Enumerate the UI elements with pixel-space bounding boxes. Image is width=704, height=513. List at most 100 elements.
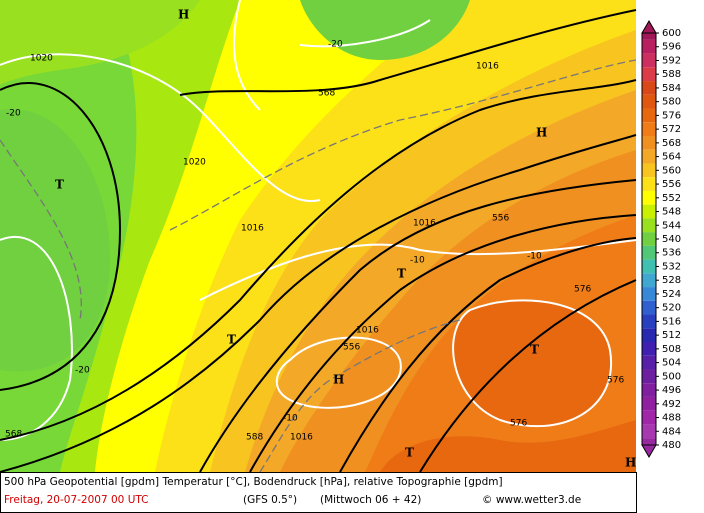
colorbar-swatch xyxy=(642,396,656,411)
colorbar-swatch xyxy=(642,342,656,356)
colorbar-label: 484 xyxy=(662,426,681,437)
temperature-label: -10 xyxy=(410,256,425,266)
topography-label: 556 xyxy=(492,214,509,224)
colorbar-swatch xyxy=(642,149,656,164)
topography-label: 556 xyxy=(343,343,360,353)
geopotential-label: 568 xyxy=(5,430,22,440)
colorbar-swatch xyxy=(642,122,656,136)
colorbar-label: 568 xyxy=(662,138,681,149)
isobar-label: 1016 xyxy=(356,326,379,336)
colorbar-label: 592 xyxy=(662,55,681,66)
low-label: T xyxy=(405,446,414,460)
high-label: H xyxy=(178,8,189,22)
colorbar-label: 508 xyxy=(662,344,681,355)
colorbar-swatch xyxy=(642,245,656,260)
isobar-label: 1016 xyxy=(413,219,436,229)
colorbar-label: 540 xyxy=(662,234,681,245)
colorbar-swatch xyxy=(642,369,656,384)
isobar-label: 1020 xyxy=(183,158,206,168)
high-label: H xyxy=(333,373,344,387)
low-label: T xyxy=(530,343,539,357)
footer-model: (GFS 0.5°) xyxy=(243,494,297,506)
colorbar-swatch xyxy=(642,94,656,109)
colorbar-label: 488 xyxy=(662,413,681,424)
colorbar-swatch xyxy=(642,424,656,439)
colorbar-label: 556 xyxy=(662,179,681,190)
topography-label: 576 xyxy=(574,285,591,295)
colorbar-swatch xyxy=(642,204,656,219)
colorbar-label: 500 xyxy=(662,371,681,382)
colorbar-swatch xyxy=(642,355,656,370)
colorbar-label: 516 xyxy=(662,316,681,327)
map-labels: H H H H T T T T T 1020 1020 1016 1016 10… xyxy=(5,8,636,470)
colorbar-swatch xyxy=(642,177,656,191)
colorbar-swatch xyxy=(642,39,656,54)
colorbar-label: 548 xyxy=(662,207,681,218)
temperature-label: -10 xyxy=(283,414,298,424)
topography-label: 576 xyxy=(607,376,624,386)
low-label: T xyxy=(227,333,236,347)
colorbar-swatch xyxy=(642,314,656,329)
colorbar-label: 552 xyxy=(662,193,681,204)
colorbar-swatch xyxy=(642,438,656,445)
colorbar-swatch xyxy=(642,53,656,68)
colorbar-label: 492 xyxy=(662,399,681,410)
topography-label: 588 xyxy=(246,433,263,443)
map xyxy=(0,0,637,473)
isobar-label: 1016 xyxy=(241,224,264,234)
high-label: H xyxy=(625,456,636,470)
colorbar-label: 600 xyxy=(662,28,681,39)
footer-credit: © www.wetter3.de xyxy=(482,494,581,506)
colorbar-label: 560 xyxy=(662,165,681,176)
colorbar-swatch xyxy=(642,383,656,397)
low-label: T xyxy=(55,178,64,192)
colorbar-swatch xyxy=(642,273,656,288)
colorbar: 600 596 592 588 584 580 576 572 568 564 560 556 552 5… xyxy=(641,20,681,458)
footer-date: Freitag, 20-07-2007 00 UTC xyxy=(4,494,149,506)
colorbar-swatch xyxy=(642,328,656,342)
colorbar-label: 576 xyxy=(662,110,681,121)
colorbar-label: 580 xyxy=(662,97,681,108)
colorbar-frame xyxy=(641,32,657,446)
colorbar-swatch xyxy=(642,190,656,205)
colorbar-swatch xyxy=(642,81,656,95)
footer-caption: 500 hPa Geopotential [gpdm] Temperatur [… xyxy=(4,476,503,488)
footer-box xyxy=(0,472,637,513)
colorbar-swatch xyxy=(642,218,656,233)
temperature-label: -20 xyxy=(6,109,21,119)
colorbar-label: 596 xyxy=(662,42,681,53)
colorbar-label: 524 xyxy=(662,289,681,300)
colorbar-swatch xyxy=(642,259,656,274)
colorbar-swatch xyxy=(642,108,656,123)
colorbar-swatch xyxy=(642,67,656,82)
colorbar-swatch xyxy=(642,300,656,315)
isobar-label: 1020 xyxy=(30,54,53,64)
low-label: T xyxy=(397,267,406,281)
colorbar-label: 480 xyxy=(662,440,681,451)
colorbar-label: 512 xyxy=(662,330,681,341)
temperature-label: -20 xyxy=(75,366,90,376)
colorbar-label: 588 xyxy=(662,69,681,80)
colorbar-label: 496 xyxy=(662,385,681,396)
isobar-label: 1016 xyxy=(476,62,499,72)
temperature-label: -10 xyxy=(527,252,542,262)
temperature-label: -20 xyxy=(328,40,343,50)
geopotential-label: 568 xyxy=(318,89,335,99)
colorbar-label: 584 xyxy=(662,83,681,94)
colorbar-label: 528 xyxy=(662,275,681,286)
footer-run: (Mittwoch 06 + 42) xyxy=(320,494,421,506)
topography-label: 576 xyxy=(510,419,527,429)
colorbar-label: 544 xyxy=(662,220,681,231)
colorbar-label: 572 xyxy=(662,124,681,135)
colorbar-swatch xyxy=(642,232,656,246)
colorbar-label: 520 xyxy=(662,303,681,314)
colorbar-swatch xyxy=(642,136,656,150)
high-label: H xyxy=(536,126,547,140)
colorbar-label: 564 xyxy=(662,152,681,163)
colorbar-label: 504 xyxy=(662,358,681,369)
colorbar-label: 536 xyxy=(662,248,681,259)
colorbar-label: 532 xyxy=(662,261,681,272)
isobar-label: 1016 xyxy=(290,433,313,443)
colorbar-swatch xyxy=(642,33,656,40)
